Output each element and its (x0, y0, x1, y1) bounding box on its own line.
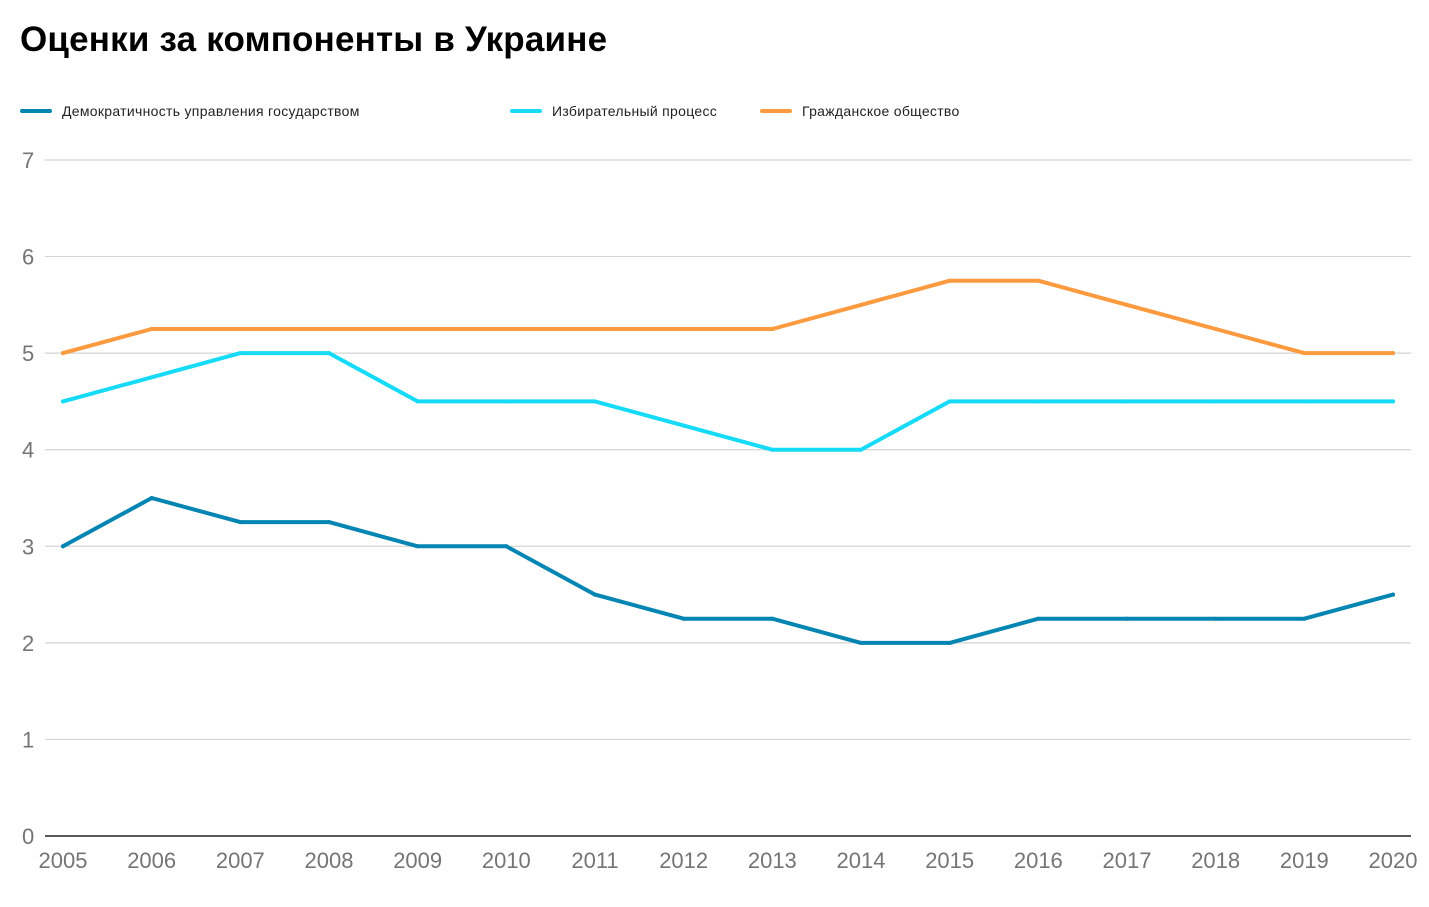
legend-label-civil-society: Гражданское общество (802, 103, 960, 119)
x-tick-label: 2008 (305, 848, 354, 873)
data-point-series-2 (1302, 351, 1307, 356)
y-tick-label: 7 (22, 148, 34, 173)
data-point-series-1 (327, 351, 331, 356)
series-line-1 (61, 351, 1395, 452)
y-tick-label: 1 (22, 727, 34, 752)
x-tick-label: 2011 (571, 848, 618, 873)
legend-item-governance: Демократичность управления государством (20, 101, 360, 121)
data-point-series-2 (61, 351, 65, 356)
y-tick-label: 6 (22, 245, 34, 270)
data-point-series-2 (504, 327, 509, 331)
data-point-series-2 (1213, 327, 1218, 331)
series-line-0 (61, 496, 1395, 645)
data-point-series-0 (61, 544, 65, 549)
y-axis-ticks: 0 1 2 3 4 5 6 7 (22, 148, 34, 849)
data-point-series-2 (859, 302, 863, 307)
data-point-series-1 (681, 423, 686, 428)
legend-label-electoral: Избирательный процесс (552, 103, 718, 119)
y-tick-label: 4 (22, 438, 34, 463)
x-tick-label: 2020 (1369, 848, 1418, 873)
data-point-series-0 (1391, 592, 1395, 597)
data-point-series-0 (327, 520, 331, 525)
data-point-series-0 (681, 616, 686, 621)
data-point-series-2 (238, 327, 243, 331)
data-point-series-1 (415, 399, 420, 404)
x-tick-label: 2012 (659, 848, 708, 873)
data-point-series-2 (593, 327, 597, 331)
legend-label-governance: Демократичность управления государством (62, 103, 360, 119)
data-point-series-1 (504, 399, 509, 404)
x-tick-label: 2016 (1014, 848, 1063, 873)
data-point-series-0 (947, 640, 952, 645)
x-tick-label: 2014 (837, 848, 886, 873)
data-point-series-2 (415, 327, 420, 331)
legend-item-civil-society: Гражданское общество (760, 101, 960, 121)
x-tick-label: 2013 (748, 848, 797, 873)
data-point-series-2 (681, 327, 686, 331)
x-tick-label: 2009 (393, 848, 442, 873)
x-tick-label: 2007 (216, 848, 265, 873)
data-point-series-1 (1213, 399, 1218, 404)
y-tick-label: 0 (22, 824, 34, 849)
data-point-series-1 (1125, 399, 1129, 404)
data-point-series-0 (1036, 616, 1041, 621)
data-point-series-1 (770, 447, 775, 452)
data-point-series-0 (1302, 616, 1307, 621)
data-point-series-2 (1391, 351, 1395, 356)
data-point-series-0 (593, 592, 597, 597)
x-tick-label: 2019 (1280, 848, 1329, 873)
legend-swatch-governance (20, 109, 52, 113)
series-line-2 (61, 278, 1395, 356)
data-point-series-0 (238, 520, 243, 525)
data-point-series-1 (859, 447, 863, 452)
legend-swatch-civil-society (760, 109, 792, 113)
data-point-series-0 (770, 616, 775, 621)
y-tick-label: 5 (22, 341, 34, 366)
x-tick-label: 2015 (925, 848, 974, 873)
data-point-series-0 (415, 544, 420, 549)
legend-swatch-electoral (510, 109, 542, 113)
chart-title: Оценки за компоненты в Украине (20, 20, 608, 59)
x-axis-ticks: 2005 2006 2007 2008 2009 2010 2011 2012 2013 2014… (39, 848, 1418, 873)
series-lines (61, 278, 1395, 645)
data-point-series-2 (327, 327, 331, 331)
data-point-series-0 (859, 640, 863, 645)
data-point-series-0 (504, 544, 509, 549)
data-point-series-2 (770, 327, 775, 331)
data-point-series-1 (61, 399, 65, 404)
gridlines (45, 159, 1411, 837)
data-point-series-1 (1302, 399, 1307, 404)
legend-item-electoral: Избирательный процесс (510, 101, 717, 121)
data-point-series-0 (1125, 616, 1129, 621)
x-tick-label: 2018 (1191, 848, 1240, 873)
data-point-series-2 (149, 327, 154, 331)
x-tick-label: 2017 (1103, 848, 1152, 873)
data-point-series-1 (149, 375, 154, 380)
data-point-series-1 (947, 399, 952, 404)
x-tick-label: 2005 (39, 848, 88, 873)
data-point-series-1 (1036, 399, 1041, 404)
data-point-series-2 (1036, 278, 1041, 283)
x-tick-label: 2006 (127, 848, 176, 873)
data-point-series-0 (1213, 616, 1218, 621)
x-tick-label: 2010 (482, 848, 531, 873)
data-point-series-2 (947, 278, 952, 283)
data-point-series-1 (1391, 399, 1395, 404)
data-point-series-0 (149, 496, 154, 500)
y-tick-label: 2 (22, 631, 34, 656)
data-point-series-1 (238, 351, 243, 356)
data-point-series-2 (1125, 302, 1129, 307)
data-point-series-1 (593, 399, 597, 404)
y-tick-label: 3 (22, 534, 34, 559)
